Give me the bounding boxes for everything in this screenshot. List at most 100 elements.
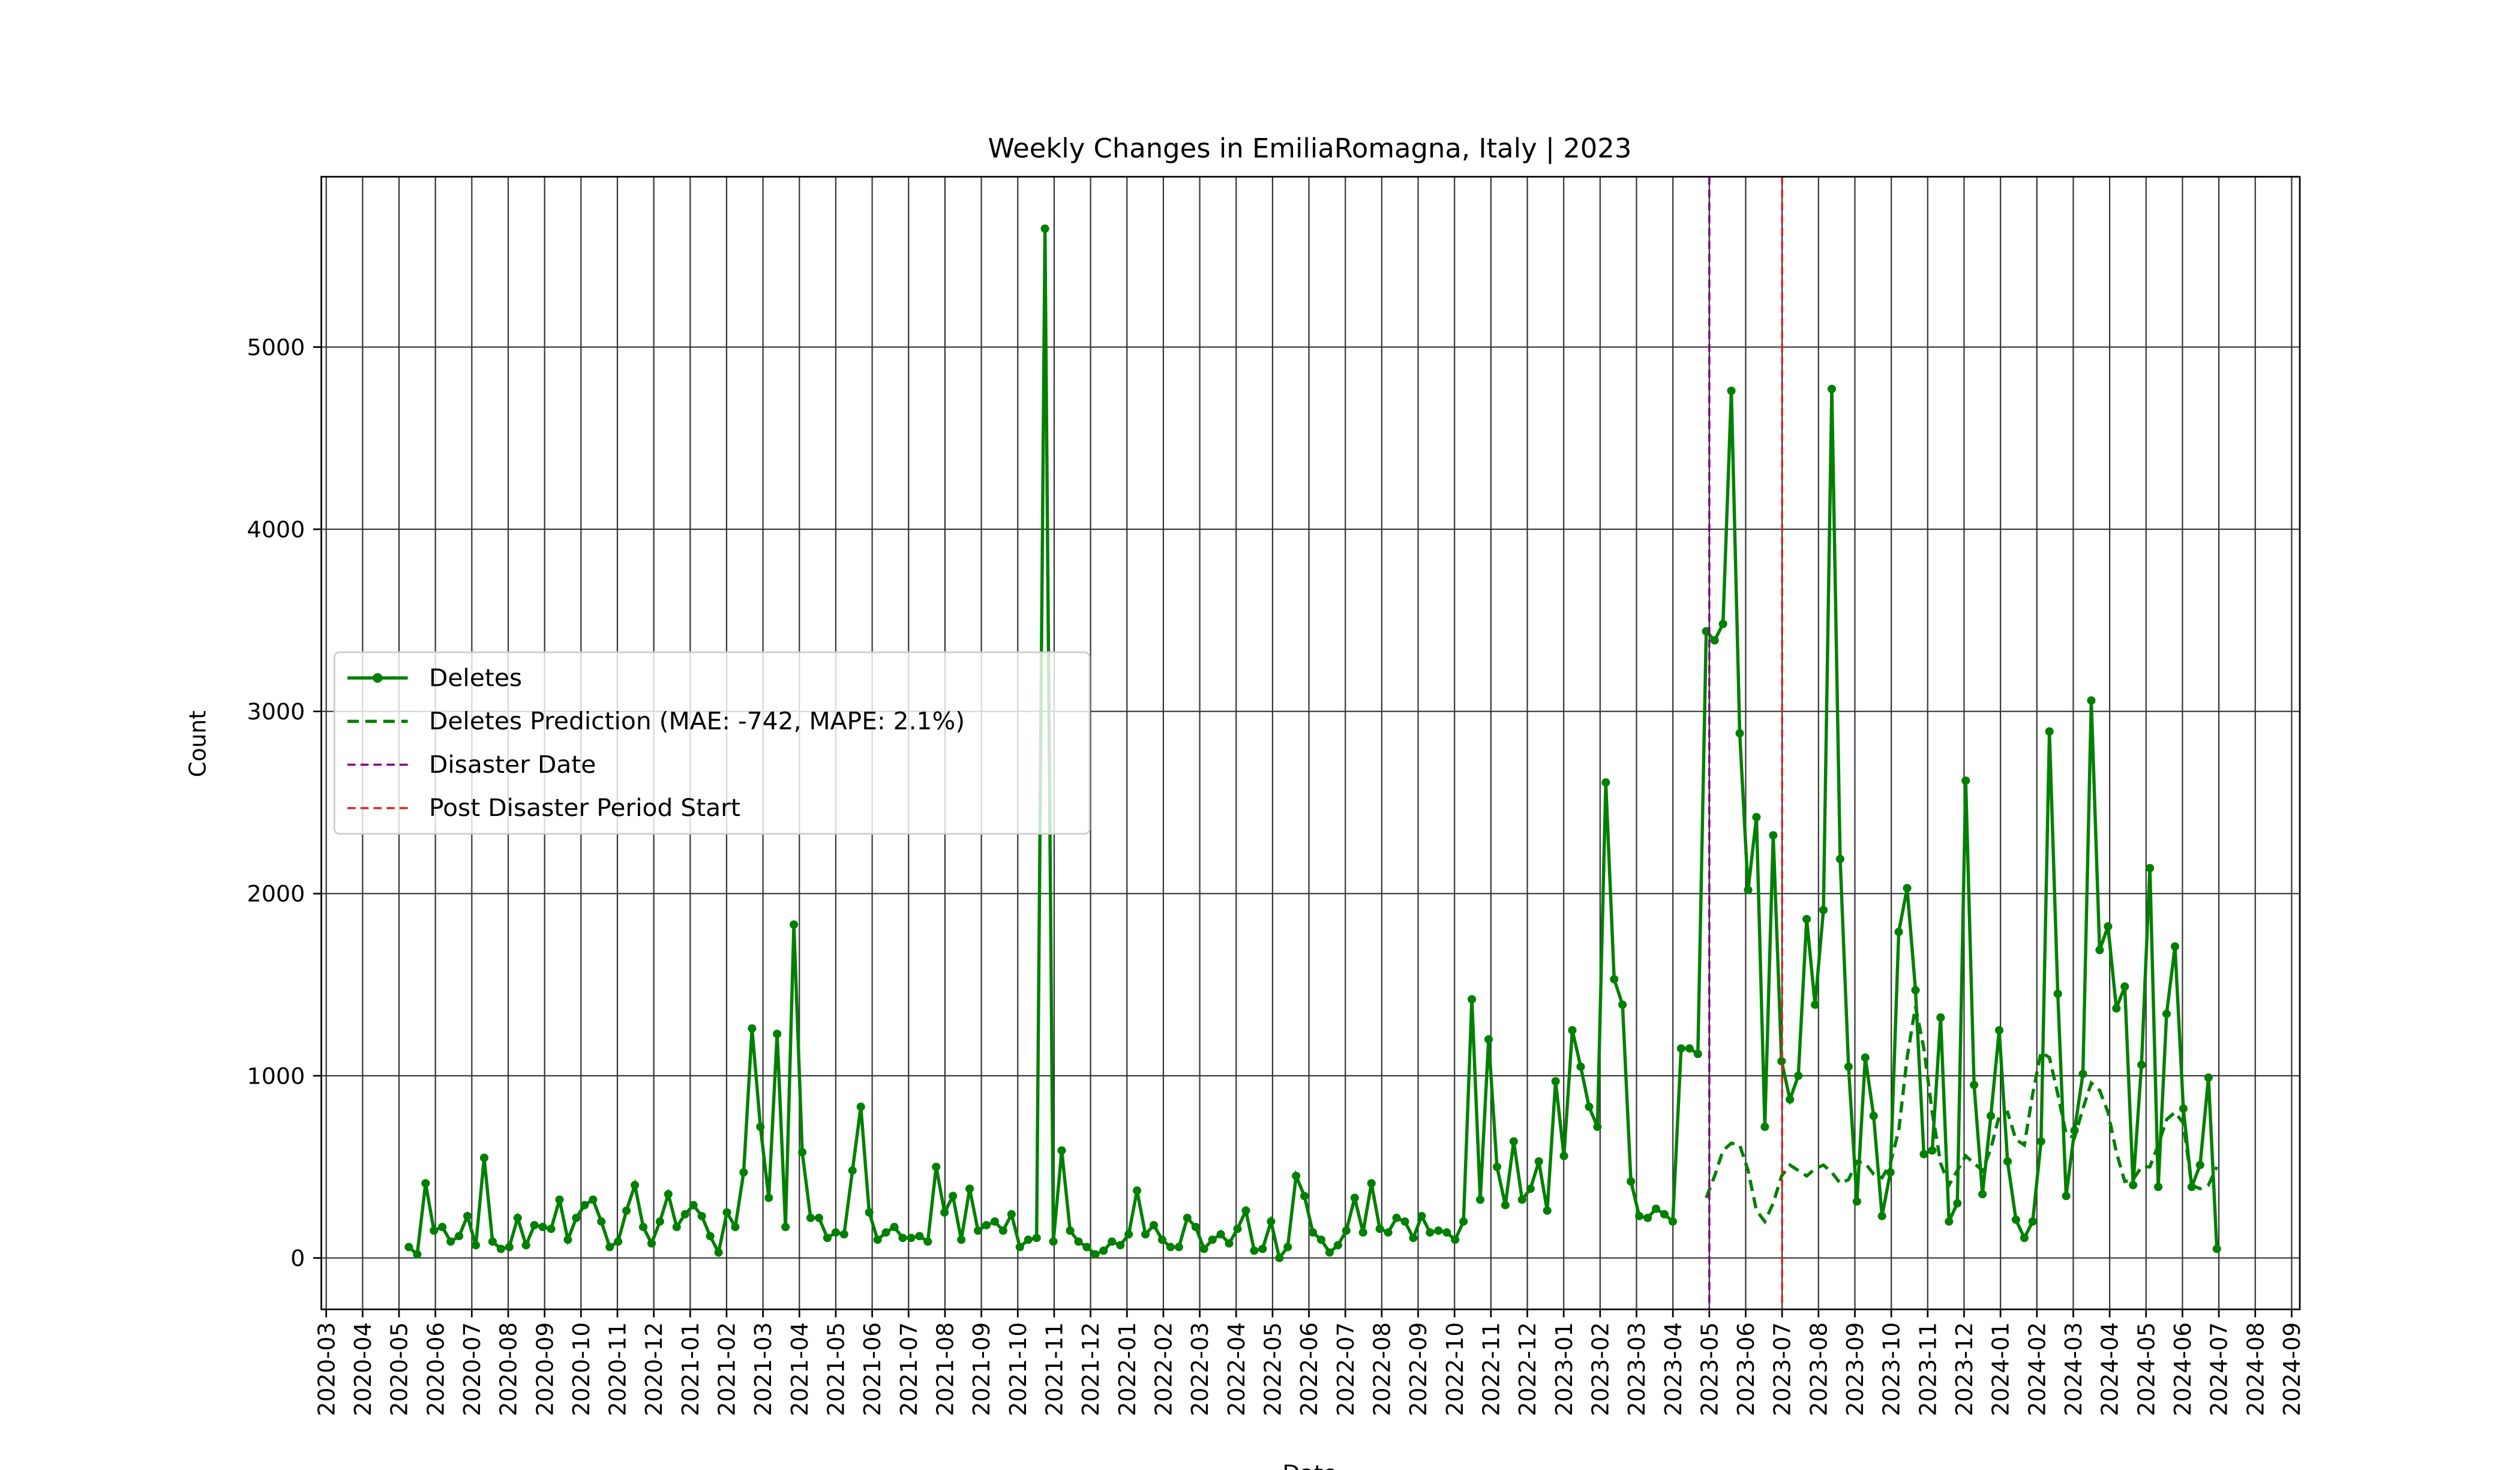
legend: Deletes Deletes Prediction (MAE: -742, MA… [333, 651, 1091, 835]
data-point [655, 1217, 664, 1226]
x-tick-label: 2023-02 [1587, 1322, 1613, 1417]
data-point [1994, 1026, 2004, 1035]
data-point [1040, 224, 1049, 233]
data-point [1275, 1253, 1284, 1262]
data-point [915, 1232, 924, 1241]
data-point [1024, 1235, 1033, 1244]
data-point [1417, 1211, 1426, 1220]
data-point [1350, 1193, 1359, 1202]
data-point [1191, 1223, 1200, 1231]
data-point [2095, 946, 2104, 955]
x-tick-label: 2024-08 [2242, 1322, 2269, 1417]
data-point [1426, 1228, 1435, 1237]
data-point [1091, 1250, 1100, 1259]
data-point [823, 1234, 832, 1243]
y-tick-label: 2000 [247, 881, 305, 907]
data-point [764, 1193, 773, 1202]
data-point [2146, 863, 2155, 872]
data-point [471, 1241, 481, 1250]
y-tick-label: 0 [290, 1245, 305, 1271]
data-point [1559, 1151, 1568, 1160]
x-tick-label: 2020-06 [422, 1322, 449, 1417]
data-point [1928, 1146, 1937, 1155]
data-point [1434, 1226, 1443, 1235]
data-point [496, 1244, 505, 1253]
x-tick-label: 2020-11 [604, 1322, 631, 1417]
data-point [1610, 975, 1619, 984]
x-tick-label: 2024-05 [2133, 1322, 2159, 1417]
data-point [1601, 778, 1610, 787]
data-point [697, 1211, 706, 1220]
data-point [982, 1220, 991, 1229]
data-point [1057, 1146, 1066, 1155]
data-point [865, 1208, 874, 1217]
data-point [957, 1235, 966, 1244]
plot-frame [320, 176, 2301, 1310]
data-point [1342, 1226, 1351, 1235]
data-point [1108, 1237, 1117, 1246]
data-point [1760, 1123, 1769, 1131]
x-tick-label: 2022-09 [1405, 1322, 1432, 1417]
data-point [1367, 1179, 1376, 1188]
data-point [1384, 1228, 1393, 1237]
data-point [505, 1243, 514, 1252]
data-point [1233, 1225, 1242, 1233]
data-point [2003, 1157, 2012, 1166]
data-point [839, 1230, 848, 1239]
data-point [1124, 1230, 1133, 1239]
data-point [748, 1024, 757, 1033]
data-point [1400, 1217, 1409, 1226]
data-point [1802, 914, 1811, 923]
data-point [1116, 1241, 1125, 1250]
data-point [630, 1181, 640, 1190]
data-point [940, 1208, 949, 1217]
data-point [1685, 1044, 1694, 1053]
data-point [1710, 636, 1719, 645]
data-point [572, 1213, 581, 1222]
data-point [1308, 1228, 1318, 1237]
data-point [706, 1232, 715, 1241]
x-tick-label: 2022-06 [1296, 1322, 1322, 1417]
data-point [1208, 1235, 1217, 1244]
data-point [2112, 1004, 2121, 1013]
y-tick-label: 3000 [247, 698, 305, 725]
x-tick-label: 2020-04 [350, 1322, 376, 1417]
data-point [1300, 1192, 1309, 1201]
x-tick-label: 2023-09 [1842, 1322, 1868, 1417]
data-point [739, 1168, 748, 1177]
data-point [2020, 1234, 2029, 1243]
x-tick-label: 2021-10 [1005, 1322, 1031, 1417]
data-point [1459, 1217, 1468, 1226]
x-tick-label: 2023-01 [1551, 1322, 1577, 1417]
x-tick-label: 2024-09 [2279, 1322, 2305, 1417]
x-tick-label: 2023-12 [1951, 1322, 1978, 1417]
data-point [2011, 1215, 2020, 1224]
data-point [1986, 1111, 1996, 1120]
data-point [722, 1208, 731, 1217]
legend-label: Post Disaster Period Start [429, 794, 740, 823]
data-point [1794, 1072, 1803, 1080]
data-point [831, 1228, 840, 1237]
x-tick-label: 2020-12 [641, 1322, 667, 1417]
data-point [1835, 854, 1845, 863]
data-point [1643, 1213, 1652, 1222]
data-point [2179, 1104, 2188, 1113]
data-point [1183, 1213, 1192, 1222]
data-point [1166, 1243, 1175, 1252]
data-point [2028, 1217, 2037, 1226]
data-point [1869, 1111, 1878, 1120]
x-tick-label: 2021-01 [677, 1322, 704, 1417]
data-point [1844, 1062, 1853, 1071]
data-point [1149, 1220, 1159, 1229]
data-point [488, 1237, 497, 1246]
data-point [1534, 1157, 1543, 1166]
data-point [856, 1102, 865, 1111]
data-point [1744, 886, 1753, 895]
data-point [1894, 928, 1903, 937]
data-point [1543, 1206, 1552, 1215]
data-point [1651, 1204, 1661, 1213]
data-point [1786, 1095, 1795, 1104]
data-point [664, 1190, 673, 1199]
data-point [1827, 385, 1837, 394]
